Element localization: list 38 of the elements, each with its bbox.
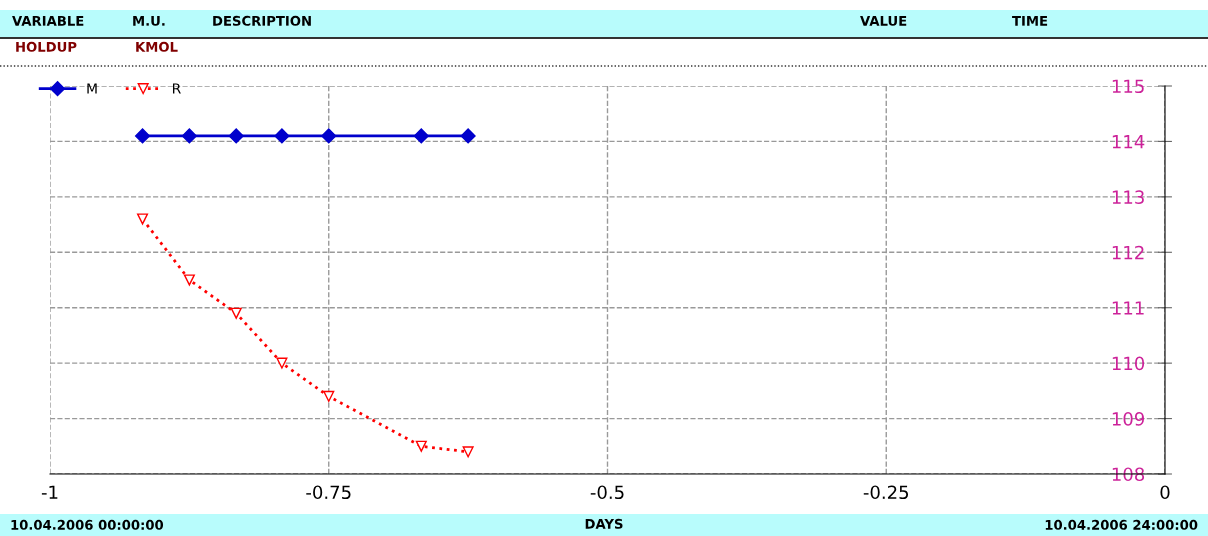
text: 10.04.2006 00:00:00 (11, 519, 164, 530)
y-tick-label: 114 (1112, 135, 1145, 149)
point (181, 128, 197, 144)
x-tick-label: -0.75 (306, 485, 351, 500)
point (134, 128, 151, 144)
y-tick-label: 110 (1112, 356, 1145, 371)
point (460, 128, 476, 144)
legend-label: R (172, 83, 181, 94)
text: HOLDUP (16, 41, 77, 52)
text: DESCRIPTION (213, 15, 311, 26)
point (136, 213, 149, 225)
point (323, 390, 335, 402)
x-tick-label: -1 (41, 485, 58, 499)
text: TIME (1012, 16, 1048, 26)
text: KMOL (136, 41, 178, 52)
text: M.U. (133, 16, 165, 26)
x-tick-label: -0.25 (863, 485, 909, 500)
text: VALUE (860, 16, 907, 26)
point (274, 128, 290, 144)
x-tick-label: -0.5 (590, 485, 624, 500)
text: 10.04.2006 24:00:00 (1045, 519, 1198, 530)
x-tick-label: 0 (1160, 485, 1170, 500)
y-tick-label: 109 (1112, 412, 1145, 426)
point (228, 128, 244, 144)
point (462, 446, 474, 458)
point (321, 128, 337, 144)
point (183, 274, 195, 286)
legend-label: M (87, 83, 97, 94)
x-axis-title: DAYS (585, 518, 623, 529)
y-tick-label: 113 (1112, 190, 1144, 204)
point (276, 357, 288, 369)
y-tick-label: 115 (1112, 79, 1144, 94)
text: VARIABLE (12, 16, 84, 26)
point (413, 128, 429, 144)
point (415, 440, 427, 452)
y-tick-label: 112 (1112, 245, 1144, 260)
y-tick-label: 111 (1112, 301, 1144, 315)
point (230, 307, 242, 319)
